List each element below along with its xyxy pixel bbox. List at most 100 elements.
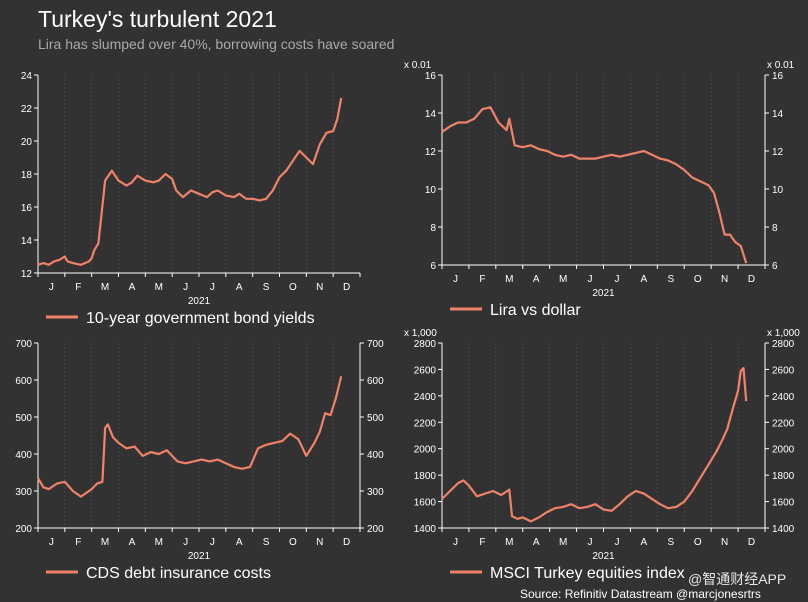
- bond-y-tick-left-2: 16: [21, 203, 33, 214]
- msci-unit-label-left: x 1,000: [404, 328, 437, 339]
- page-title: Turkey's turbulent 2021: [38, 6, 277, 32]
- lira-y-tick-left-5: 16: [425, 71, 437, 82]
- msci-unit-label-right: x 1,000: [767, 328, 800, 339]
- cds-y-tick-left-5: 700: [15, 339, 32, 350]
- bond-y-tick-left-1: 14: [21, 236, 33, 247]
- cds-y-tick-right-5: 700: [367, 339, 384, 350]
- msci-y-tick-right-0: 1400: [772, 524, 795, 535]
- lira-legend-label: Lira vs dollar: [490, 302, 581, 319]
- msci-y-tick-left-0: 1400: [414, 524, 437, 535]
- lira-y-tick-left-0: 6: [430, 261, 436, 272]
- lira-x-tick-6: J: [614, 274, 619, 285]
- lira-y-tick-left-1: 8: [430, 223, 436, 234]
- watermark: @智通财经APP: [688, 571, 787, 587]
- bond-y-tick-left-4: 20: [21, 137, 33, 148]
- msci-y-tick-left-5: 2400: [414, 392, 437, 403]
- lira-y-tick-right-5: 16: [772, 71, 784, 82]
- lira-x-tick-0: J: [453, 274, 458, 285]
- msci-x-tick-6: J: [614, 537, 619, 548]
- lira-unit-label-right: x 0.01: [767, 60, 795, 71]
- bond-x-tick-10: N: [316, 282, 323, 293]
- lira-x-tick-10: N: [721, 274, 728, 285]
- bond-y-tick-left-6: 24: [21, 71, 33, 82]
- bond-legend-label: 10-year government bond yields: [86, 310, 315, 327]
- msci-x-tick-3: A: [533, 537, 540, 548]
- msci-x-tick-10: N: [721, 537, 728, 548]
- cds-legend-label: CDS debt insurance costs: [86, 565, 271, 582]
- cds-y-tick-right-2: 400: [367, 450, 384, 461]
- cds-x-tick-11: D: [343, 537, 350, 548]
- cds-y-tick-right-3: 500: [367, 413, 384, 424]
- lira-y-tick-right-3: 12: [772, 147, 784, 158]
- lira-x-tick-9: O: [694, 274, 702, 285]
- bond-series-line: [37, 97, 343, 266]
- lira-y-tick-right-0: 6: [772, 261, 778, 272]
- lira-x-tick-3: A: [533, 274, 540, 285]
- bond-x-tick-2: M: [101, 282, 109, 293]
- cds-y-tick-right-1: 300: [367, 487, 384, 498]
- lira-x-tick-8: S: [667, 274, 674, 285]
- lira-x-tick-2: M: [505, 274, 513, 285]
- cds-x-tick-6: J: [210, 537, 215, 548]
- lira-series-line: [441, 106, 748, 264]
- msci-y-tick-left-3: 2000: [414, 445, 437, 456]
- msci-y-tick-right-2: 1800: [772, 471, 795, 482]
- msci-legend-label: MSCI Turkey equities index: [490, 565, 685, 582]
- cds-x-tick-3: A: [129, 537, 136, 548]
- cds-y-tick-right-4: 600: [367, 376, 384, 387]
- cds-y-tick-left-0: 200: [15, 524, 32, 535]
- cds-x-tick-8: S: [263, 537, 270, 548]
- bond-x-tick-8: S: [263, 282, 270, 293]
- lira-y-tick-right-1: 8: [772, 223, 778, 234]
- cds-x-tick-5: J: [183, 537, 188, 548]
- msci-x-tick-8: S: [667, 537, 674, 548]
- source-note: Source: Refinitiv Datastream @marcjonesr…: [520, 587, 761, 601]
- msci-y-tick-left-1: 1600: [414, 498, 437, 509]
- lira-y-tick-left-4: 14: [425, 109, 437, 120]
- bond-x-tick-9: O: [289, 282, 297, 293]
- bond-x-tick-4: M: [155, 282, 163, 293]
- msci-x-tick-7: A: [641, 537, 648, 548]
- lira-year-label: 2021: [592, 288, 615, 299]
- msci-y-tick-left-6: 2600: [414, 365, 437, 376]
- page-subtitle: Lira has slumped over 40%, borrowing cos…: [38, 36, 395, 52]
- lira-y-tick-left-2: 10: [425, 185, 437, 196]
- msci-x-tick-11: D: [748, 537, 755, 548]
- cds-x-tick-1: F: [75, 537, 81, 548]
- cds-x-tick-4: M: [155, 537, 163, 548]
- lira-x-tick-7: A: [641, 274, 648, 285]
- msci-y-tick-right-6: 2600: [772, 365, 795, 376]
- msci-x-tick-5: J: [588, 537, 593, 548]
- msci-x-tick-1: F: [479, 537, 485, 548]
- msci-x-tick-9: O: [694, 537, 702, 548]
- cds-x-tick-0: J: [49, 537, 54, 548]
- bond-y-tick-left-0: 12: [21, 269, 33, 280]
- bond-x-tick-6: J: [210, 282, 215, 293]
- bond-x-tick-11: D: [343, 282, 350, 293]
- msci-x-tick-4: M: [559, 537, 567, 548]
- cds-x-tick-2: M: [101, 537, 109, 548]
- lira-y-tick-left-3: 12: [425, 147, 437, 158]
- msci-x-tick-0: J: [453, 537, 458, 548]
- cds-series-line: [37, 376, 343, 498]
- msci-series-line: [441, 367, 748, 523]
- bond-x-tick-0: J: [49, 282, 54, 293]
- bond-y-tick-left-3: 18: [21, 170, 33, 181]
- msci-y-tick-right-7: 2800: [772, 339, 795, 350]
- msci-y-tick-right-4: 2200: [772, 418, 795, 429]
- msci-y-tick-right-5: 2400: [772, 392, 795, 403]
- lira-y-tick-right-2: 10: [772, 185, 784, 196]
- msci-y-tick-left-2: 1800: [414, 471, 437, 482]
- cds-y-tick-left-3: 500: [15, 413, 32, 424]
- bond-year-label: 2021: [188, 296, 211, 307]
- lira-y-tick-right-4: 14: [772, 109, 784, 120]
- msci-y-tick-left-7: 2800: [414, 339, 437, 350]
- cds-y-tick-right-0: 200: [367, 524, 384, 535]
- lira-unit-label-left: x 0.01: [404, 60, 432, 71]
- msci-y-tick-right-1: 1600: [772, 498, 795, 509]
- msci-y-tick-right-3: 2000: [772, 445, 795, 456]
- msci-x-tick-2: M: [505, 537, 513, 548]
- bond-x-tick-1: F: [75, 282, 81, 293]
- cds-x-tick-10: N: [316, 537, 323, 548]
